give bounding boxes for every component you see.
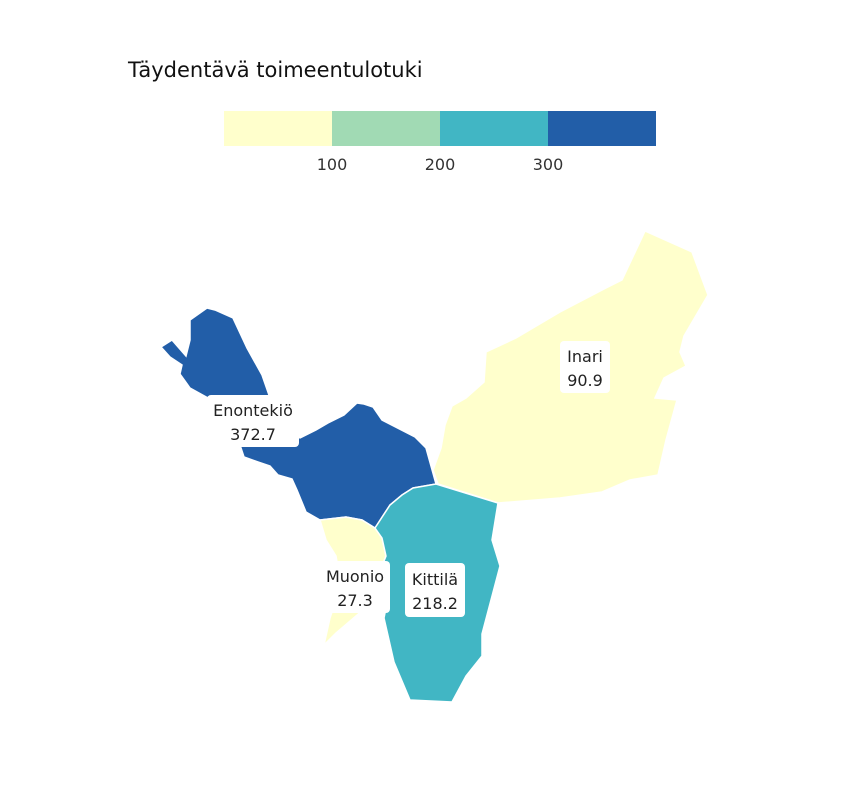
- label-name: Enontekiö: [213, 401, 293, 420]
- legend-tick-100: 100: [317, 155, 348, 174]
- label-value: 90.9: [567, 371, 603, 390]
- color-legend: 100 200 300: [224, 111, 656, 174]
- legend-swatch-1: [224, 111, 332, 146]
- legend-swatch-2: [332, 111, 440, 146]
- municipalities: [159, 230, 709, 703]
- map-labels: Enontekiö 372.7 Inari 90.9 Muonio 27.3 K…: [207, 341, 610, 617]
- label-muonio: Muonio 27.3: [320, 561, 390, 613]
- label-name: Muonio: [326, 567, 384, 586]
- label-name: Kittilä: [412, 570, 458, 589]
- label-name: Inari: [567, 347, 603, 366]
- legend-tick-200: 200: [425, 155, 456, 174]
- legend-swatch-3: [440, 111, 548, 146]
- label-enontekio: Enontekiö 372.7: [207, 395, 299, 447]
- label-box: [560, 341, 610, 393]
- label-box: [320, 561, 390, 613]
- label-box: [405, 563, 465, 617]
- legend-swatch-4: [548, 111, 656, 146]
- label-box: [207, 395, 299, 447]
- label-inari: Inari 90.9: [560, 341, 610, 393]
- label-value: 218.2: [412, 594, 458, 613]
- map-title: Täydentävä toimeentulotuki: [127, 58, 423, 82]
- label-kittila: Kittilä 218.2: [405, 563, 465, 617]
- label-value: 27.3: [337, 591, 373, 610]
- label-value: 372.7: [230, 425, 276, 444]
- legend-tick-300: 300: [533, 155, 564, 174]
